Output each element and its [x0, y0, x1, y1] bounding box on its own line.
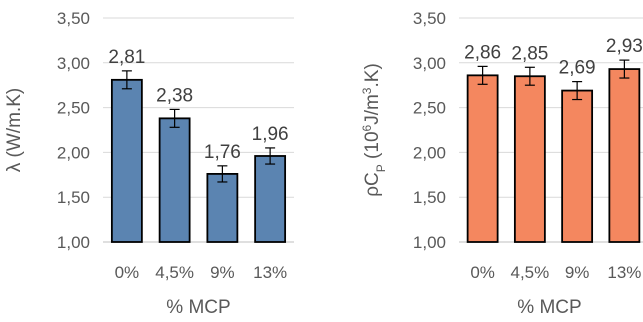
- bar: [158, 117, 191, 243]
- x-axis-title: % MCP: [517, 297, 581, 318]
- x-tick-label: 4,5%: [511, 263, 550, 282]
- bar: [513, 75, 546, 243]
- data-label: 2,69: [559, 58, 596, 79]
- y-tick-label: 1,00: [413, 233, 446, 252]
- x-tick-label: 13%: [607, 263, 641, 282]
- data-label: 2,86: [464, 42, 501, 63]
- y-tick-label: 3,00: [413, 54, 446, 73]
- data-label: 2,93: [606, 36, 643, 57]
- y-axis-title: ρCP (106J/m3.K): [360, 63, 388, 197]
- y-tick-label: 3,00: [57, 54, 90, 73]
- data-label: 2,81: [108, 47, 145, 68]
- y-axis-title: λ (W/m.K): [4, 88, 25, 172]
- y-axis-title-part: .K): [362, 63, 383, 87]
- y-axis-title-superscript: 3: [360, 87, 374, 94]
- chart-thermal-conductivity: 1,00 1,50 2,00 2,50 3,00 3,50 2,81 0% 2,38 4,5% 1,…: [4, 9, 294, 318]
- x-axis-title: % MCP: [166, 297, 230, 318]
- bar: [561, 89, 594, 243]
- y-axis-title-part: ρC: [362, 172, 383, 197]
- y-axis-title-part: J/m: [362, 94, 383, 125]
- x-tick-label: 0%: [470, 263, 495, 282]
- y-tick-label: 2,00: [57, 143, 90, 162]
- x-tick-label: 4,5%: [155, 263, 194, 282]
- y-axis-title-subscript: P: [374, 164, 388, 172]
- bar: [254, 155, 287, 243]
- y-tick-label: 2,50: [57, 99, 90, 118]
- x-tick-label: 9%: [210, 263, 235, 282]
- y-tick-label: 3,50: [413, 9, 446, 28]
- bar: [110, 78, 143, 243]
- x-tick-label: 9%: [565, 263, 590, 282]
- chart-heat-capacity: 1,00 1,50 2,00 2,50 3,00 3,50 2,86 0% 2,85 4,5% 2,…: [360, 9, 643, 318]
- y-tick-label: 1,50: [57, 188, 90, 207]
- data-label: 2,85: [511, 43, 548, 64]
- bar: [608, 68, 641, 243]
- bar: [206, 173, 239, 243]
- bar: [466, 74, 499, 243]
- data-label: 1,76: [204, 142, 241, 163]
- y-axis-title-part: (10: [362, 131, 383, 164]
- x-tick-label: 0%: [115, 263, 140, 282]
- y-tick-label: 2,50: [413, 99, 446, 118]
- y-tick-label: 1,50: [413, 188, 446, 207]
- x-tick-label: 13%: [253, 263, 287, 282]
- data-label: 2,38: [156, 85, 193, 106]
- y-tick-label: 3,50: [57, 9, 90, 28]
- y-tick-label: 1,00: [57, 233, 90, 252]
- data-label: 1,96: [252, 124, 289, 145]
- y-tick-label: 2,00: [413, 143, 446, 162]
- y-axis-title-superscript: 6: [360, 124, 374, 131]
